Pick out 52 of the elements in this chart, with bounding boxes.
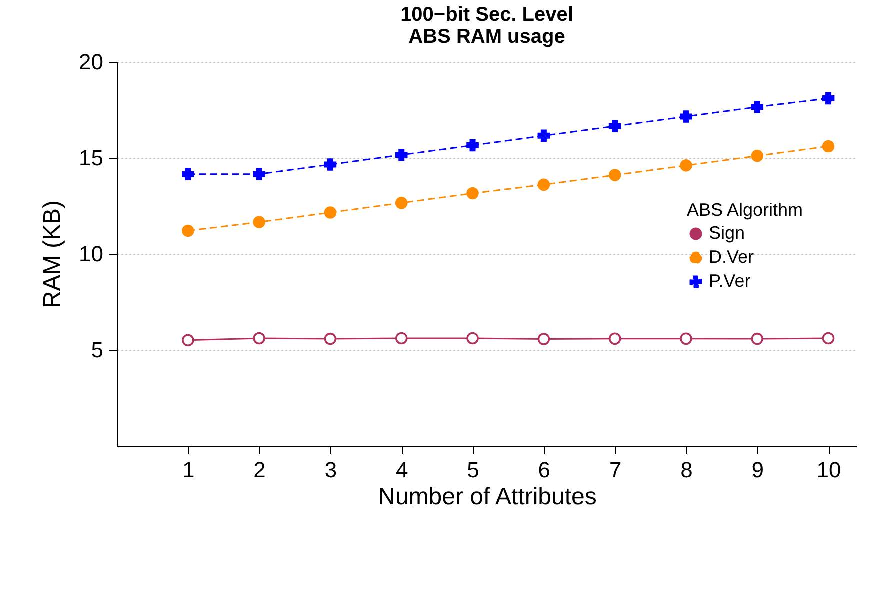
point — [395, 332, 408, 345]
x-tick-label: 7 — [609, 458, 622, 482]
point — [466, 332, 479, 345]
point — [324, 158, 337, 171]
point — [608, 332, 622, 345]
point — [538, 130, 550, 142]
point — [324, 332, 337, 346]
point — [182, 334, 194, 347]
point — [538, 178, 550, 192]
text: 100−bit Sec. Level — [400, 4, 574, 26]
y-tick-label: 10 — [79, 242, 104, 266]
point — [751, 100, 764, 114]
point — [751, 332, 764, 346]
x-tick-label: 5 — [467, 458, 480, 482]
x-axis-title: Number of Attributes — [378, 484, 597, 510]
x-tick-label: 4 — [396, 458, 408, 482]
point — [822, 92, 835, 105]
point — [680, 332, 692, 345]
x-tick-label: 8 — [680, 458, 693, 482]
point — [608, 169, 622, 182]
x-tick-label: 3 — [324, 458, 338, 482]
point — [751, 150, 764, 162]
legend-label: Sign — [709, 223, 746, 243]
x-tick-label: 10 — [816, 458, 842, 482]
x-tick-label: 1 — [182, 458, 195, 482]
point — [395, 196, 408, 210]
y-tick-label: 5 — [91, 338, 104, 362]
point — [324, 206, 337, 219]
point — [253, 332, 266, 345]
point — [182, 224, 194, 238]
point — [538, 333, 550, 346]
y-tick-label: 20 — [79, 50, 104, 74]
point — [466, 187, 479, 200]
point — [253, 168, 266, 180]
point — [680, 110, 692, 123]
legend-label: P.Ver — [709, 271, 751, 291]
x-tick-label: 2 — [254, 458, 266, 482]
point — [395, 148, 408, 162]
point — [680, 160, 692, 172]
y-axis-title: RAM (KB) — [39, 200, 66, 308]
point — [608, 120, 622, 132]
x-tick-label: 9 — [752, 458, 764, 482]
point — [253, 216, 266, 228]
legend-label: D.Ver — [709, 247, 754, 267]
point — [466, 139, 479, 152]
y-tick-label: 15 — [79, 146, 104, 170]
text: ABS RAM usage — [408, 26, 566, 48]
x-tick-label: 6 — [538, 458, 551, 482]
point — [182, 168, 194, 180]
point — [822, 140, 835, 153]
legend-title: ABS Algorithm — [687, 200, 804, 220]
point — [822, 332, 835, 345]
